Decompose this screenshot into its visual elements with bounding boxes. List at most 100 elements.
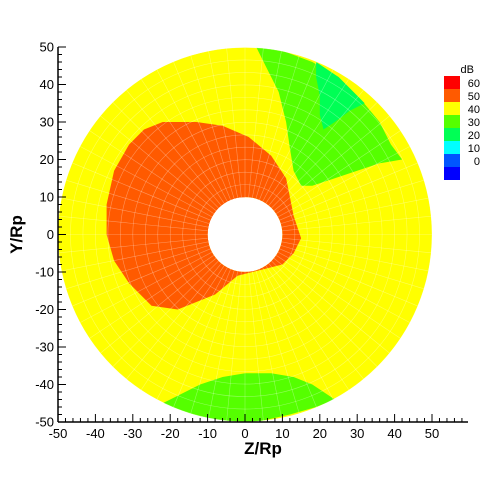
mesh-spoke [226,271,242,421]
mesh-spoke [273,115,390,212]
mesh-spoke [140,78,225,204]
mesh-spoke [61,197,209,228]
mesh-spoke [100,257,217,354]
mesh-spoke [275,255,401,339]
mesh-spoke [282,215,432,232]
x-tick-label: 40 [387,426,401,441]
x-tick-label: -10 [198,426,217,441]
mesh-spoke [268,263,364,380]
mesh-ring [132,122,358,347]
mesh-ring [107,97,383,372]
mesh-spoke [255,55,300,199]
mesh-spoke [265,78,350,204]
mesh-spoke [65,179,210,224]
mesh-spoke [279,248,418,307]
mesh-spoke [173,268,231,408]
x-tick-label: -50 [49,426,68,441]
x-axis-title: Z/Rp [244,439,282,458]
mesh-spoke [173,61,231,201]
mesh-spoke [281,197,429,228]
y-tick-label: 50 [40,40,54,55]
mesh-spoke [248,271,264,421]
mesh-spoke [277,146,411,218]
mesh-spoke [262,267,334,400]
contour-field [58,47,432,422]
y-tick-label: -10 [35,265,54,280]
mesh-ring [70,59,420,410]
legend-swatch [444,141,460,154]
y-tick-label: -50 [35,415,54,430]
legend-label: 10 [468,143,480,155]
legend-swatch [444,167,460,180]
legend-label: 60 [468,78,480,90]
mesh-spoke [265,265,350,391]
x-tick-label: -20 [161,426,180,441]
legend-title: dB [461,64,474,76]
mesh-spoke [208,271,238,418]
y-tick-label: -20 [35,302,54,317]
x-tick-label: -30 [123,426,142,441]
mesh-spoke [255,270,300,414]
mesh-spoke [190,55,235,199]
mesh-spoke [156,267,228,400]
mesh-ring [58,47,432,422]
mesh-spoke [280,245,425,290]
mesh-grid [58,47,432,422]
mesh-spoke [126,89,222,206]
legend-swatch [444,102,460,115]
y-tick-label: 30 [40,115,54,130]
plot-area [58,47,432,422]
mesh-spoke [89,130,215,214]
mesh-ring [182,171,308,298]
legend-swatch [444,115,460,128]
mesh-spoke [208,51,238,198]
mesh-spoke [72,248,211,307]
mesh-spoke [259,61,317,201]
legend-swatch [444,154,460,167]
x-tick-label: 10 [275,426,289,441]
y-tick-label: 0 [47,227,54,242]
legend-label: 40 [468,104,480,116]
mesh-ring [120,109,370,360]
x-tick-label: 30 [350,426,364,441]
mesh-spoke [262,69,334,202]
x-tick-label: 20 [313,426,327,441]
mesh-spoke [65,245,210,290]
mesh-spoke [226,48,242,198]
mesh-ring [144,134,346,335]
y-tick-label: 20 [40,152,54,167]
contour-region-3 [162,373,335,422]
mesh-ring [157,146,333,323]
mesh-spoke [248,48,264,198]
mesh-spoke [281,241,429,272]
legend-label: 30 [468,117,480,129]
mesh-spoke [252,51,282,198]
mesh-ring [169,159,321,310]
x-tick-label: -40 [86,426,105,441]
legend-label: 20 [468,130,480,142]
mesh-spoke [140,265,225,391]
contour-region-4 [316,62,365,130]
mesh-ring [82,72,408,397]
mesh-spoke [259,268,317,408]
mesh-ring [95,84,395,385]
legend-swatch [444,128,460,141]
legend-swatch [444,76,460,89]
mesh-spoke [61,241,209,272]
mesh-spoke [190,270,235,414]
y-tick-label: 40 [40,77,54,92]
y-tick-label: -30 [35,340,54,355]
mesh-spoke [280,179,425,224]
mesh-spoke [156,69,228,202]
y-tick-label: 10 [40,190,54,205]
x-tick-label: 0 [241,426,248,441]
mesh-spoke [89,255,215,339]
mesh-spoke [112,260,219,367]
mesh-spoke [282,237,432,254]
mesh-spoke [279,162,418,221]
mesh-spoke [58,237,208,254]
mesh-spoke [79,146,213,218]
mesh-spoke [126,263,222,380]
